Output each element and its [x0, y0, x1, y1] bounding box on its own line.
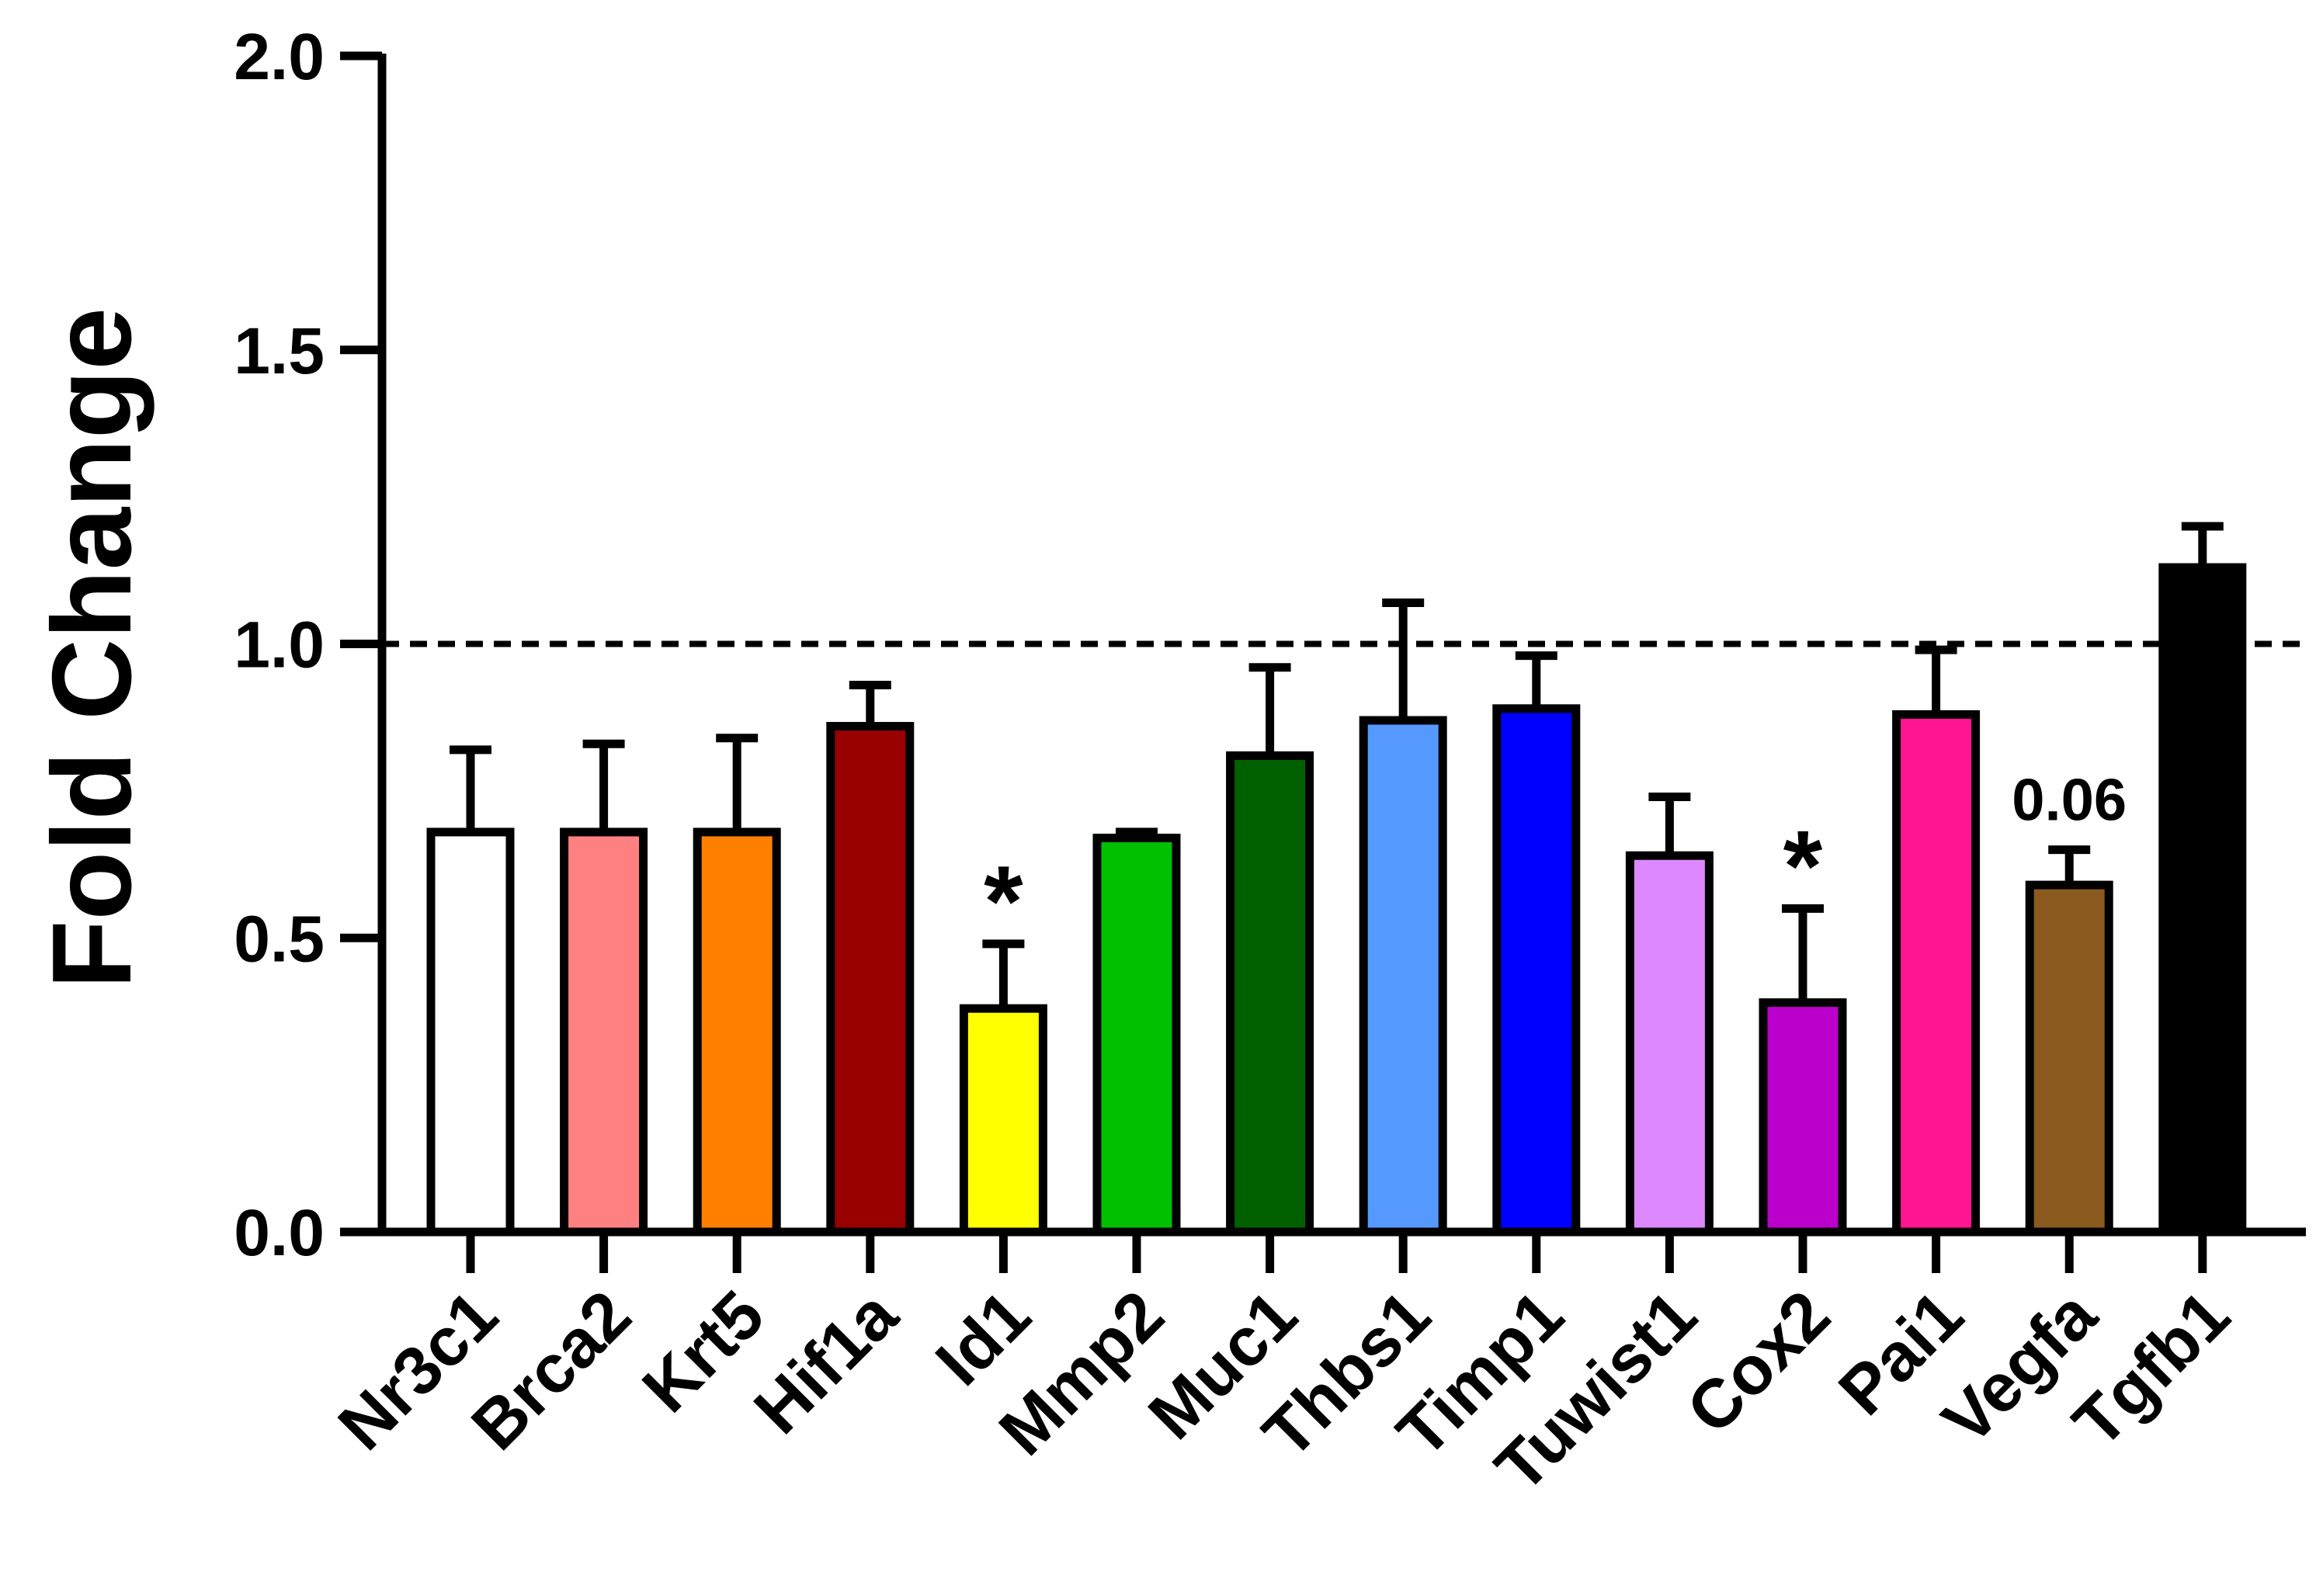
- y-tick-label: 1.5: [234, 314, 325, 387]
- significance-star-cox2: *: [1783, 809, 1823, 922]
- significance-star-id1: *: [984, 845, 1023, 958]
- bars-group: [426, 522, 2247, 1237]
- bar-tgfb1: [2158, 563, 2247, 1237]
- bar-timp1: [1492, 704, 1581, 1237]
- axes-group: [340, 51, 2306, 1273]
- bar-krt5: [693, 827, 781, 1237]
- y-axis-label: Fold Change: [29, 307, 155, 989]
- y-tick-label: 2.0: [234, 20, 325, 93]
- bar-pai1: [1892, 710, 1981, 1237]
- bar-mmp2: [1092, 833, 1181, 1237]
- bar-thbs1: [1359, 716, 1447, 1237]
- y-tick-label: 1.0: [234, 609, 325, 682]
- bar-brca2: [560, 827, 648, 1237]
- bar-nr3c1: [426, 827, 515, 1237]
- x-tick-label-tgfb1: Tgfb1: [2058, 1275, 2244, 1461]
- x-tick-label-cox2: Cox2: [1672, 1275, 1844, 1448]
- bar-muc1: [1226, 751, 1314, 1237]
- bar-vegfa: [2025, 880, 2113, 1237]
- bar-cox2: [1759, 998, 1847, 1237]
- x-tick-label-hif1a: Hif1a: [739, 1275, 912, 1449]
- y-tick-label: 0.0: [234, 1196, 325, 1269]
- y-tick-label: 0.5: [234, 902, 325, 975]
- bar-tuwist1: [1625, 851, 1714, 1237]
- bar-id1: [959, 1004, 1047, 1237]
- p-value-label-vegfa: 0.06: [2012, 768, 2127, 834]
- bar-hif1a: [826, 722, 915, 1237]
